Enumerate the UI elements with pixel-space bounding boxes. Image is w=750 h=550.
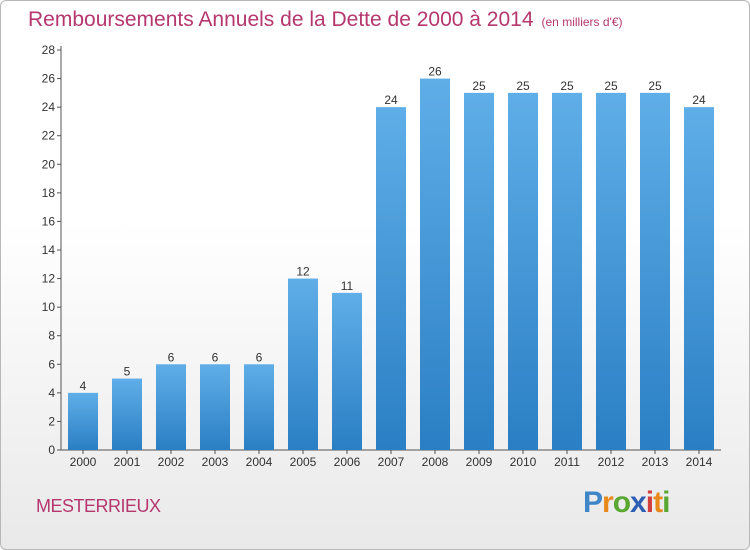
bar <box>200 364 230 450</box>
x-tick-label: 2008 <box>422 455 449 469</box>
chart-title: Remboursements Annuels de la Dette de 20… <box>28 8 623 32</box>
y-tick-label: 2 <box>48 414 55 428</box>
bar <box>244 364 274 450</box>
data-label: 6 <box>168 350 175 364</box>
bars <box>68 78 714 451</box>
data-label: 25 <box>472 79 486 93</box>
bar <box>464 92 494 450</box>
bar <box>640 92 670 450</box>
logo-letter: r <box>602 486 614 519</box>
data-label: 25 <box>604 79 618 93</box>
labels: 4 2000 5 2001 6 2002 6 2003 6 2004 12 2005 11 2006 24 2… <box>70 65 713 469</box>
data-label: 6 <box>256 350 263 364</box>
y-tick-label: 12 <box>42 272 56 286</box>
x-tick-label: 2006 <box>334 455 361 469</box>
data-label: 4 <box>80 379 87 393</box>
data-label: 25 <box>560 79 574 93</box>
logo-letter: t <box>653 486 663 519</box>
bar <box>112 378 142 450</box>
logo-letter: x <box>630 486 647 519</box>
x-tick-label: 2007 <box>378 455 405 469</box>
x-tick-label: 2013 <box>642 455 669 469</box>
data-label: 12 <box>296 265 310 279</box>
data-label: 5 <box>124 365 131 379</box>
y-tick-label: 24 <box>42 100 56 114</box>
y-tick-label: 20 <box>42 157 56 171</box>
x-tick-label: 2010 <box>510 455 537 469</box>
bar <box>288 278 318 450</box>
y-tick-label: 0 <box>48 443 55 457</box>
y-tick-label: 26 <box>42 72 56 86</box>
data-label: 6 <box>212 350 219 364</box>
logo-letter: i <box>662 486 670 519</box>
x-tick-label: 2001 <box>114 455 141 469</box>
town-name: MESTERRIEUX <box>36 496 161 516</box>
data-label: 11 <box>341 279 354 293</box>
x-tick-label: 2002 <box>158 455 185 469</box>
y-tick-label: 8 <box>48 329 55 343</box>
y-tick-label: 28 <box>42 43 56 57</box>
x-tick-label: 2009 <box>466 455 493 469</box>
bar <box>376 107 406 451</box>
logo-letter: i <box>645 486 654 519</box>
bar <box>68 392 98 450</box>
y-tick-label: 22 <box>42 129 56 143</box>
chart-unit: (en milliers d'€) <box>541 15 623 29</box>
x-tick-label: 2000 <box>70 455 97 469</box>
y-tick-label: 18 <box>42 186 56 200</box>
bar <box>684 107 714 451</box>
data-label: 25 <box>648 79 662 93</box>
x-tick-label: 2011 <box>554 455 580 469</box>
data-label: 26 <box>428 65 442 79</box>
bar <box>156 364 186 450</box>
y-tick-label: 4 <box>48 386 55 400</box>
proxiti-logo: Proxiti <box>583 486 670 520</box>
data-label: 25 <box>516 79 530 93</box>
y-tick-label: 10 <box>42 300 56 314</box>
x-tick-label: 2004 <box>246 455 273 469</box>
chart-title-text: Remboursements Annuels de la Dette de 20… <box>28 8 534 31</box>
logo-letter: o <box>612 486 631 519</box>
bar <box>508 92 538 450</box>
x-tick-label: 2003 <box>202 455 229 469</box>
x-tick-label: 2012 <box>598 455 625 469</box>
data-label: 24 <box>384 93 398 107</box>
logo-letter: P <box>583 486 603 519</box>
bar <box>596 92 626 450</box>
x-tick-label: 2014 <box>686 455 713 469</box>
bar <box>420 78 450 451</box>
x-tick-label: 2005 <box>290 455 317 469</box>
bar <box>332 292 362 450</box>
data-label: 24 <box>692 93 706 107</box>
y-tick-label: 14 <box>42 243 56 257</box>
y-tick-label: 16 <box>42 214 56 228</box>
y-tick-label: 6 <box>48 357 55 371</box>
bar <box>552 92 582 450</box>
